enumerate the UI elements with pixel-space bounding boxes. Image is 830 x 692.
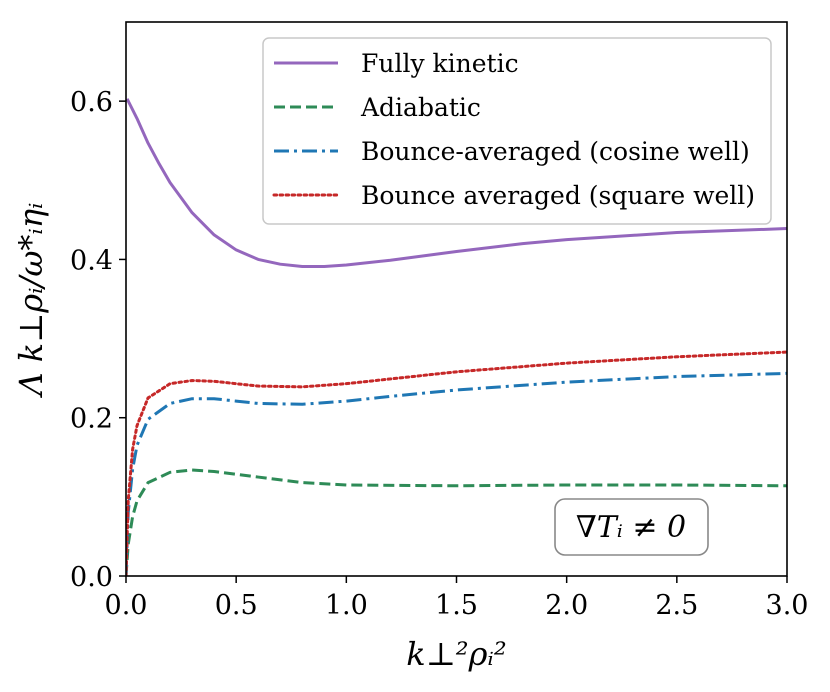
- y-tick-label-1: 0.2: [70, 404, 113, 435]
- annotation-text: ∇Tᵢ ≠ 0: [576, 510, 686, 545]
- series-line-2: [126, 371, 787, 576]
- series-line-0: [126, 98, 787, 269]
- legend-label-0: Fully kinetic: [361, 49, 519, 78]
- legend-label-1: Adiabatic: [360, 93, 481, 122]
- annotation-box: [554, 498, 709, 556]
- legend: Fully kinetic Adiabatic Bounce-averaged (c…: [262, 37, 772, 225]
- y-tick-label-0: 0.0: [70, 562, 113, 593]
- x-tick-label-3: 1.5: [435, 590, 478, 621]
- x-tick-label-6: 3.0: [766, 590, 809, 621]
- legend-box: [262, 37, 772, 225]
- y-tick-label-3: 0.6: [70, 87, 113, 118]
- legend-label-2: Bounce-averaged (cosine well): [361, 137, 750, 166]
- x-tick-label-4: 2.0: [545, 590, 588, 621]
- x-tick-label-2: 1.0: [325, 590, 368, 621]
- series-layer: [126, 98, 787, 576]
- x-tick-label-0: 0.0: [105, 590, 148, 621]
- x-tick-label-1: 0.5: [215, 590, 258, 621]
- annotation: ∇Tᵢ ≠ 0: [554, 498, 709, 556]
- y-tick-label-2: 0.4: [70, 245, 113, 276]
- series-line-3: [126, 350, 787, 576]
- x-axis-label: k⊥²ρᵢ²: [406, 635, 506, 673]
- x-tick-label-5: 2.5: [655, 590, 698, 621]
- legend-label-3: Bounce averaged (square well): [361, 181, 755, 210]
- axes-layer: 0.0 0.5 1.0 1.5 2.0 2.5 3.0 0.0 0.2 0.4 0.6 k⊥²ρᵢ² Λ…: [12, 21, 809, 673]
- y-axis-label: Λ k⊥ρᵢ/ω*ᵢηᵢ: [12, 203, 50, 399]
- series-line-1: [126, 468, 787, 576]
- series-group: [126, 98, 787, 576]
